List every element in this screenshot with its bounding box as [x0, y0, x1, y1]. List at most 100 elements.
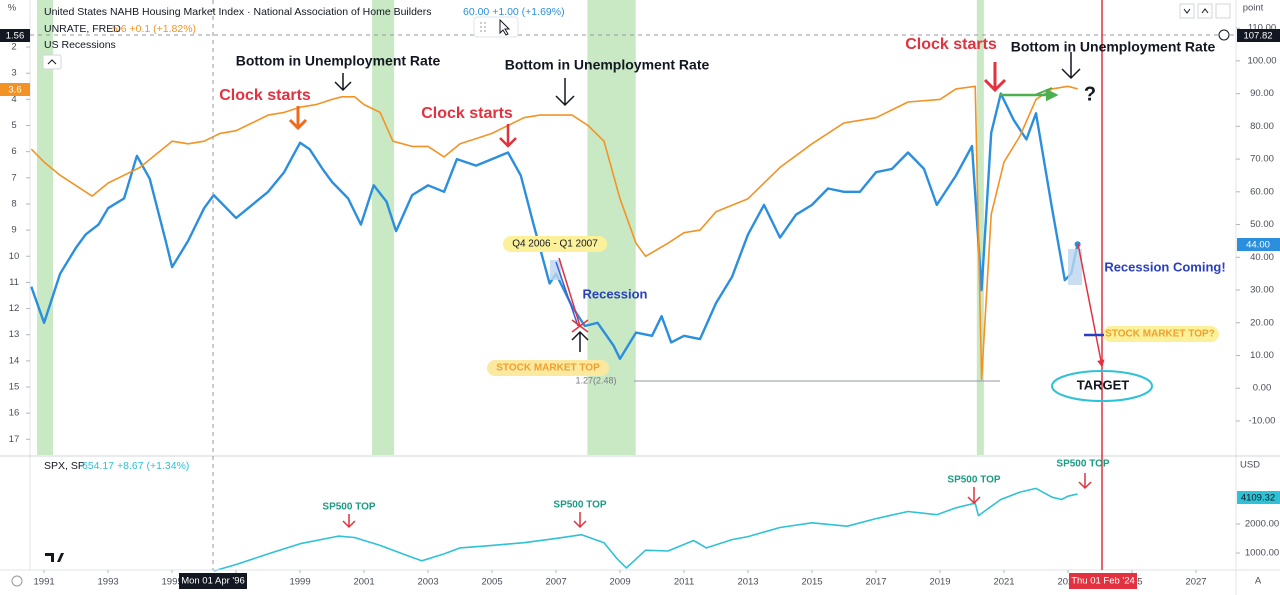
range-box: [1068, 249, 1082, 285]
annotation: Clock starts: [421, 105, 513, 122]
y-axis-unit: USD: [1240, 460, 1260, 471]
arrow: [499, 124, 517, 148]
y-tick-label: 0.00: [1253, 383, 1272, 394]
legend-name: UNRATE, FRED: [44, 23, 121, 35]
y2-tick-label: 6: [11, 146, 16, 157]
y-tick-label: 110.00: [1248, 23, 1276, 34]
arrow: [1061, 52, 1081, 80]
date-box: [179, 573, 247, 589]
x-tick-label: 2017: [865, 577, 886, 588]
x-tick-label: 2019: [929, 577, 950, 588]
legend-name: US Recessions: [44, 39, 116, 51]
x-tick-label: 2021: [993, 577, 1014, 588]
arrow: [571, 330, 589, 352]
annotation: SP500 TOP: [322, 502, 376, 513]
x-tick-label: 2001: [353, 577, 374, 588]
y2-tick-label: 14: [9, 355, 20, 366]
y2-tick-label: 3: [11, 68, 16, 79]
settings-button[interactable]: [11, 575, 23, 587]
x-tick-label: 2009: [609, 577, 630, 588]
x-tick-label: 2007: [545, 577, 566, 588]
logo: [45, 553, 64, 562]
date-box: [1069, 573, 1137, 589]
price-label: 107.82: [1243, 31, 1272, 42]
x-tick-label: 1999: [289, 577, 310, 588]
highlight: [503, 236, 607, 252]
x-tick-label: 2011: [674, 577, 694, 588]
price-box: [1237, 491, 1280, 504]
price-label: 44.00: [1246, 240, 1270, 251]
x-tick-label: 2005: [481, 577, 502, 588]
y2-tick-label: 5: [11, 120, 16, 131]
arrow: [288, 106, 308, 131]
highlight: [487, 360, 609, 376]
y-tick-label: 1000.00: [1245, 548, 1279, 559]
axis-layer: 1991199319951997199920012003200520072009…: [9, 23, 1279, 588]
x-tick-label: 1995: [162, 577, 183, 588]
auto-scale-button[interactable]: A: [1255, 576, 1262, 587]
y2-tick-label: 9: [11, 225, 16, 236]
y-axis-unit: point: [1243, 3, 1264, 14]
arrow: [573, 512, 587, 529]
legend-name: United States NAHB Housing Market Index …: [44, 6, 432, 18]
date-label: Mon 01 Apr '96: [181, 576, 245, 587]
legend-value: 654.17 +8.67 (+1.34%): [82, 460, 189, 472]
arrow: [1078, 473, 1092, 490]
y-tick-label: 60.00: [1250, 186, 1274, 197]
x-tick-label: 2003: [417, 577, 438, 588]
fib-label: 1.27(2.48): [575, 375, 616, 385]
recession-band: [372, 0, 395, 455]
annotation: SP500 TOP: [553, 500, 607, 511]
move-down-button[interactable]: [1179, 3, 1195, 19]
y2-tick-label: 7: [11, 172, 16, 183]
cursor-icon: [499, 18, 511, 36]
add-button[interactable]: [1218, 29, 1230, 41]
x-tick-label: 2027: [1185, 577, 1206, 588]
x-tick-label: 1993: [98, 577, 119, 588]
arrow: [555, 78, 575, 107]
y2-tick-label: 8: [11, 198, 16, 209]
annotation: SP500 TOP: [947, 475, 1001, 486]
y-tick-label: 80.00: [1250, 121, 1274, 132]
series-line: [213, 487, 1078, 572]
annotation: Clock starts: [905, 36, 997, 53]
y-tick-label: 10.00: [1250, 350, 1274, 361]
price-label: 1.56: [6, 31, 25, 42]
series-line: [30, 85, 1078, 380]
x-tick-label: 2023: [1057, 577, 1078, 588]
legend-value: 5.6 +0.1 (+1.82%): [112, 23, 196, 35]
collapse-button[interactable]: [42, 54, 62, 70]
annotation: Bottom in Unemployment Rate: [505, 57, 710, 73]
arrow: [1034, 87, 1053, 96]
y2-tick-label: 10: [9, 251, 20, 262]
annotation: Recession Coming!: [1104, 259, 1225, 274]
y2-axis-unit: %: [8, 3, 17, 14]
annotation: SP500 TOP: [1056, 459, 1110, 470]
arrow: [983, 62, 1007, 93]
maximize-button[interactable]: [1215, 3, 1231, 19]
y2-tick-label: 2: [11, 42, 16, 53]
annotation: Bottom in Unemployment Rate: [1011, 39, 1216, 55]
collapse-icon: [47, 59, 57, 65]
price-label: 3.6: [8, 85, 21, 96]
highlight: [1103, 326, 1219, 342]
legend-value: 60.00 +1.00 (+1.69%): [463, 6, 565, 18]
projection-arrow: [1077, 243, 1105, 368]
y-tick-label: 50.00: [1250, 219, 1274, 230]
series-line: [30, 92, 1079, 360]
y2-tick-label: 4: [11, 94, 16, 105]
price-box: [0, 83, 30, 96]
recession-band: [976, 0, 984, 455]
legend-name: SPX, SP: [44, 460, 85, 472]
y-tick-label: 2000.00: [1245, 519, 1279, 530]
x-tick-label: 1991: [34, 577, 55, 588]
y2-tick-label: 13: [9, 329, 20, 340]
y2-tick-label: 15: [9, 382, 20, 393]
move-up-button[interactable]: [1197, 3, 1213, 19]
range-box: [550, 260, 561, 280]
trend-line: [558, 257, 581, 327]
grip-icon: [480, 22, 486, 32]
series-layer: [30, 85, 1081, 572]
y2-tick-label: 12: [9, 303, 20, 314]
annotation: Recession: [582, 286, 647, 301]
